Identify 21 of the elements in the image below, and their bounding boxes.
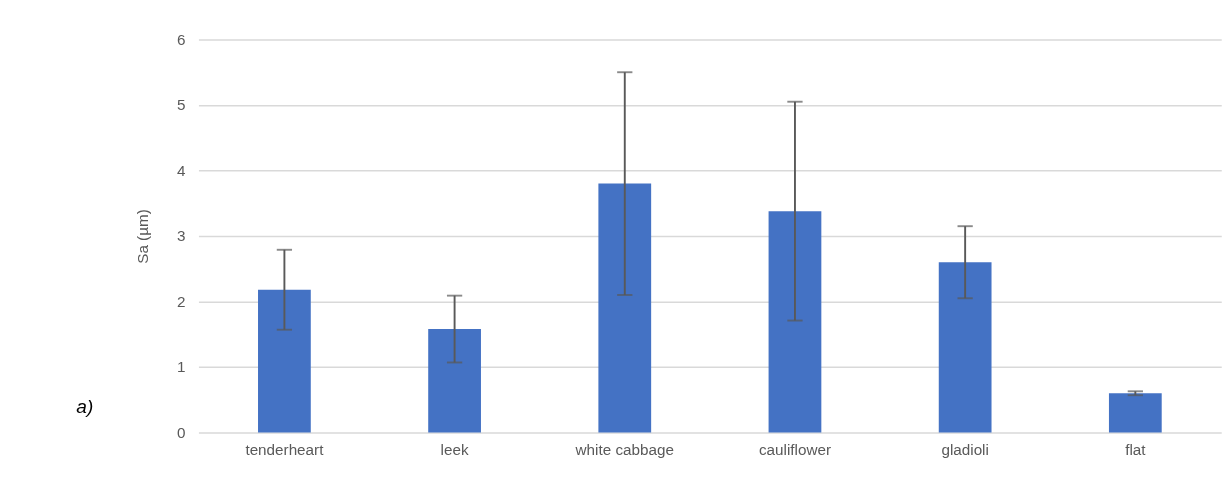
y-tick-label: 5 — [177, 96, 186, 114]
x-tick-label: tenderheart — [245, 440, 325, 458]
x-tick-label: gladioli — [941, 440, 989, 458]
x-tick-label: leek — [440, 440, 469, 458]
bar — [598, 183, 652, 433]
y-tick-label: 6 — [177, 30, 186, 48]
bar — [1108, 393, 1162, 433]
bar — [428, 329, 481, 433]
y-tick-label: 4 — [177, 161, 187, 179]
bar — [938, 262, 992, 433]
y-tick-label: 1 — [177, 358, 186, 376]
bar — [768, 211, 822, 433]
x-tick-label: cauliflower — [758, 440, 831, 458]
y-axis-title: Sa (µm) — [133, 209, 151, 264]
x-tick-label: flat — [1125, 440, 1147, 458]
bar — [258, 289, 311, 433]
x-tick-label: white cabbage — [574, 440, 674, 458]
y-tick-label: 2 — [177, 292, 186, 310]
text: a) — [76, 395, 94, 417]
y-tick-label: 3 — [177, 227, 186, 245]
y-tick-label: 0 — [177, 423, 186, 441]
